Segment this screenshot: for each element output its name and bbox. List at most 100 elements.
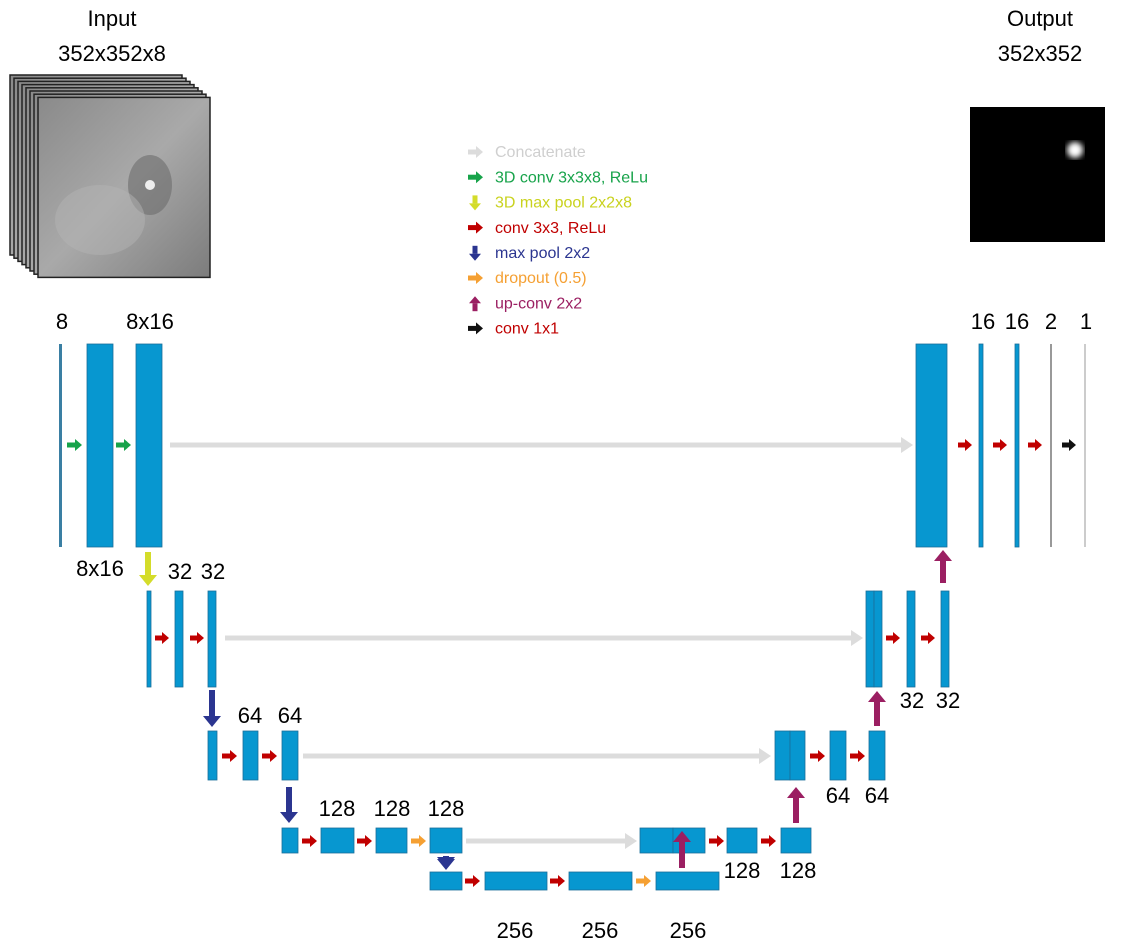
input-size: 352x352x8 (58, 41, 166, 66)
feature-map (727, 828, 757, 853)
channel-label: 2 (1045, 309, 1057, 334)
channel-label: 16 (1005, 309, 1029, 334)
arrow-head (476, 322, 483, 334)
feature-map (830, 731, 846, 780)
feature-map (790, 731, 805, 780)
output-size: 352x352 (998, 41, 1082, 66)
channel-label: 64 (238, 703, 262, 728)
arrow-head (139, 575, 157, 586)
feature-map (775, 731, 790, 780)
arrow-head (476, 272, 483, 284)
channel-label: 128 (428, 796, 465, 821)
arrow-head (928, 632, 935, 644)
feature-map (916, 344, 947, 547)
arrow-head (851, 630, 863, 646)
arrow-head (437, 859, 455, 870)
arrow-head (1035, 439, 1042, 451)
channel-label: 128 (319, 796, 356, 821)
channel-label: 256 (582, 918, 619, 943)
feature-map (175, 591, 183, 687)
arrow-head (893, 632, 900, 644)
feature-map (656, 872, 719, 890)
output-image (970, 107, 1105, 242)
cell-texture (55, 185, 145, 255)
output-title: Output (1007, 6, 1073, 31)
feature-map (430, 828, 462, 853)
legend-label: 3D conv 3x3x8, ReLu (495, 169, 648, 186)
arrow-head (203, 716, 221, 727)
feature-map (874, 591, 882, 687)
channel-label: 128 (374, 796, 411, 821)
arrow-head (625, 833, 637, 849)
feature-map (640, 828, 673, 853)
arrow-head (476, 146, 483, 158)
arrow-head (365, 835, 372, 847)
feature-map (376, 828, 407, 853)
feature-map (781, 828, 811, 853)
feature-map (208, 591, 216, 687)
legend-label: conv 1x1 (495, 321, 559, 338)
feature-map (979, 344, 983, 547)
channel-label: 64 (278, 703, 302, 728)
feature-map (243, 731, 258, 780)
feature-map (1015, 344, 1019, 547)
channel-label: 16 (971, 309, 995, 334)
channel-label: 32 (201, 559, 225, 584)
arrow-head (476, 222, 483, 234)
arrow-head (1069, 439, 1076, 451)
arrow-head (476, 171, 483, 183)
feature-map (87, 344, 113, 547)
channel-label: 32 (936, 688, 960, 713)
arrow-head (469, 203, 481, 210)
channel-label: 128 (724, 858, 761, 883)
arrow-head (759, 748, 771, 764)
legend-label: conv 3x3, ReLu (495, 220, 606, 237)
feature-map (1084, 344, 1086, 547)
arrow-head (769, 835, 776, 847)
feature-map (866, 591, 874, 687)
arrow-head (868, 691, 886, 702)
channel-label: 8x16 (126, 309, 174, 334)
arrow-head (934, 550, 952, 561)
arrow-head (818, 750, 825, 762)
channel-label: 64 (826, 783, 850, 808)
cell-texture (145, 180, 155, 190)
arrow-head (901, 437, 913, 453)
channel-label: 8 (56, 309, 68, 334)
arrow-head (310, 835, 317, 847)
feature-map (430, 872, 462, 890)
arrow-head (717, 835, 724, 847)
channel-label: 64 (865, 783, 889, 808)
arrow-head (469, 296, 481, 303)
arrow-head (558, 875, 565, 887)
feature-maps (59, 344, 1086, 890)
arrow-head (197, 632, 204, 644)
feature-map (208, 731, 217, 780)
channel-label: 32 (900, 688, 924, 713)
channel-label: 1 (1080, 309, 1092, 334)
legend-label: max pool 2x2 (495, 245, 590, 262)
arrow-head (270, 750, 277, 762)
unet-diagram: Input 352x352x8 Output 352x352 Concatena… (0, 0, 1134, 947)
legend-label: up-conv 2x2 (495, 295, 582, 312)
channel-label: 256 (670, 918, 707, 943)
arrow-head (124, 439, 131, 451)
arrow-head (787, 787, 805, 798)
legend-label: dropout (0.5) (495, 270, 587, 287)
arrow-head (75, 439, 82, 451)
channel-label: 128 (780, 858, 817, 883)
channel-label: 256 (497, 918, 534, 943)
feature-map (569, 872, 632, 890)
legend-label: Concatenate (495, 144, 586, 161)
arrow-head (965, 439, 972, 451)
feature-map (136, 344, 162, 547)
channel-label: 32 (168, 559, 192, 584)
feature-map (321, 828, 354, 853)
feature-map (941, 591, 949, 687)
feature-map (282, 731, 298, 780)
arrow-head (858, 750, 865, 762)
feature-map (282, 828, 298, 853)
arrow-head (1000, 439, 1007, 451)
input-title: Input (88, 6, 137, 31)
